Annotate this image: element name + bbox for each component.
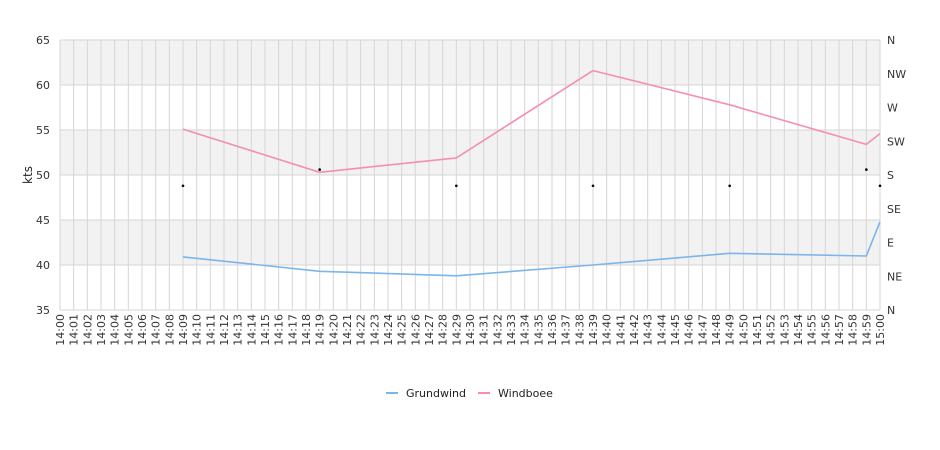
x-axis: 14:00 14:01 14:02 14:03 14:04 14:05 14:06 14:07…: [54, 314, 887, 346]
x-tick-label: 14:37: [560, 314, 573, 346]
y2-tick-label: SW: [887, 135, 905, 148]
x-tick-label: 14:13: [232, 314, 245, 346]
y2-tick-label: SE: [887, 203, 901, 216]
legend-label: Grundwind: [406, 387, 466, 400]
x-tick-label: 14:57: [833, 314, 846, 346]
x-tick-label: 14:55: [806, 314, 819, 346]
x-tick-label: 14:54: [792, 314, 805, 346]
direction-markers: [181, 168, 882, 188]
x-tick-label: 14:25: [396, 314, 409, 346]
x-tick-label: 14:01: [68, 314, 81, 346]
x-tick-label: 14:52: [765, 314, 778, 346]
x-tick-label: 14:43: [642, 314, 655, 346]
x-tick-label: 14:26: [409, 314, 422, 346]
x-tick-label: 14:12: [218, 314, 231, 346]
y2-tick-label: NE: [887, 270, 902, 283]
y-axis: 35 40 45 50 55 60 65: [36, 34, 50, 317]
x-tick-label: 14:00: [54, 314, 67, 346]
x-tick-label: 14:08: [163, 314, 176, 346]
x-tick-label: 14:27: [423, 314, 436, 346]
x-tick-label: 14:11: [204, 314, 217, 346]
y-tick-label: 40: [36, 259, 50, 272]
direction-marker: [728, 184, 731, 188]
x-tick-label: 14:46: [683, 314, 696, 346]
y2-tick-label: N: [887, 304, 895, 317]
y-tick-label: 55: [36, 124, 50, 137]
x-tick-label: 14:05: [122, 314, 135, 346]
x-tick-label: 14:48: [710, 314, 723, 346]
x-tick-label: 14:18: [300, 314, 313, 346]
x-tick-label: 14:21: [341, 314, 354, 346]
series-line-1: [182, 221, 881, 277]
x-tick-label: 14:36: [546, 314, 559, 346]
x-tick-label: 14:20: [327, 314, 340, 346]
direction-marker: [865, 168, 868, 171]
direction-marker: [455, 184, 458, 188]
x-tick-label: 14:19: [314, 314, 327, 346]
y2-tick-label: E: [887, 237, 894, 250]
x-tick-label: 14:29: [450, 314, 463, 346]
x-tick-label: 14:44: [655, 314, 668, 346]
x-tick-label: 14:17: [286, 314, 299, 346]
x-tick-label: 14:04: [109, 314, 122, 346]
x-tick-label: 14:42: [628, 314, 641, 346]
x-tick-label: 14:03: [95, 314, 108, 346]
y2-tick-label: N: [887, 34, 895, 47]
x-tick-label: 14:47: [696, 314, 709, 346]
x-tick-label: 14:28: [437, 314, 450, 346]
direction-marker: [591, 184, 595, 188]
y-tick-label: 60: [36, 79, 50, 92]
y-tick-label: 45: [36, 214, 50, 227]
x-tick-label: 14:33: [505, 314, 518, 346]
x-tick-label: 14:15: [259, 314, 272, 346]
x-tick-label: 14:02: [81, 314, 94, 346]
x-tick-label: 14:16: [273, 314, 286, 346]
y-axis-title: kts: [21, 166, 35, 184]
x-tick-label: 14:35: [532, 314, 545, 346]
x-tick-label: 14:22: [355, 314, 368, 346]
x-tick-label: 14:07: [150, 314, 163, 346]
x-tick-label: 14:49: [724, 314, 737, 346]
x-tick-label: 14:32: [491, 314, 504, 346]
x-tick-label: 14:41: [614, 314, 627, 346]
x-tick-label: 14:10: [191, 314, 204, 346]
x-tick-label: 14:40: [601, 314, 614, 346]
x-tick-label: 14:30: [464, 314, 477, 346]
y2-tick-label: W: [887, 102, 898, 115]
x-tick-label: 14:34: [519, 314, 532, 346]
series-line-2: [182, 69, 881, 174]
x-tick-label: 14:14: [245, 314, 258, 346]
x-tick-label: 14:58: [847, 314, 860, 346]
series-lines: [182, 69, 881, 277]
direction-marker: [181, 184, 185, 188]
legend-label: Windboee: [498, 387, 553, 400]
y-tick-label: 50: [36, 169, 50, 182]
grid-lines: [59, 39, 881, 311]
x-tick-label: 14:50: [737, 314, 750, 346]
y2-tick-label: NW: [887, 68, 906, 81]
x-tick-label: 14:51: [751, 314, 764, 346]
y-tick-label: 35: [36, 304, 50, 317]
x-tick-label: 14:31: [478, 314, 491, 346]
direction-marker: [318, 168, 321, 171]
x-tick-label: 15:00: [874, 314, 887, 346]
x-tick-label: 14:38: [573, 314, 586, 346]
x-tick-label: 14:45: [669, 314, 682, 346]
y-tick-label: 65: [36, 34, 50, 47]
y2-axis: N NE E SE S SW W NW N: [887, 34, 906, 317]
x-tick-label: 14:24: [382, 314, 395, 346]
x-tick-label: 14:56: [819, 314, 832, 346]
direction-marker: [878, 184, 882, 188]
x-tick-label: 14:53: [778, 314, 791, 346]
y2-tick-label: S: [887, 169, 894, 182]
x-tick-label: 14:09: [177, 314, 190, 346]
x-tick-label: 14:23: [368, 314, 381, 346]
x-tick-label: 14:06: [136, 314, 149, 346]
legend: Grundwind Windboee: [386, 387, 553, 400]
x-tick-label: 14:59: [860, 314, 873, 346]
x-tick-label: 14:39: [587, 314, 600, 346]
